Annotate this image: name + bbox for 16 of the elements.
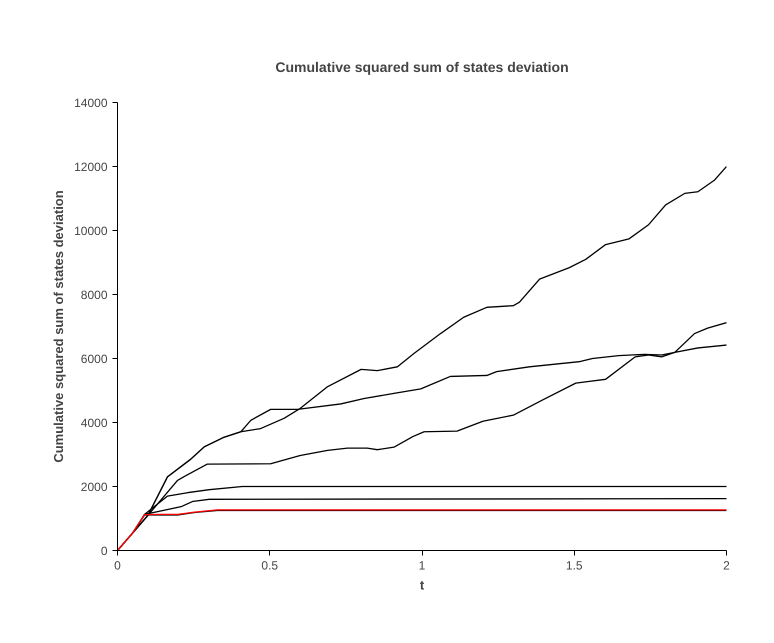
y-axis-title: Cumulative squared sum of states deviation (51, 190, 66, 463)
x-axis-title: t (420, 578, 425, 592)
x-tick-label: 1 (418, 558, 426, 572)
y-tick-label: 10000 (74, 224, 108, 238)
y-tick-label: 2000 (80, 480, 108, 494)
x-tick-label: 0.5 (261, 558, 278, 572)
x-tick-label: 2 (723, 558, 730, 572)
y-tick-label: 0 (100, 544, 108, 558)
y-tick-label: 4000 (80, 416, 108, 430)
x-tick-label: 0 (114, 558, 122, 572)
chart-title: Cumulative squared sum of states deviation (275, 59, 569, 75)
y-tick-label: 6000 (80, 352, 108, 366)
x-tick-label: 1.5 (566, 558, 583, 572)
y-tick-label: 12000 (74, 160, 108, 174)
y-tick-label: 14000 (74, 96, 108, 110)
y-tick-label: 8000 (80, 288, 108, 302)
